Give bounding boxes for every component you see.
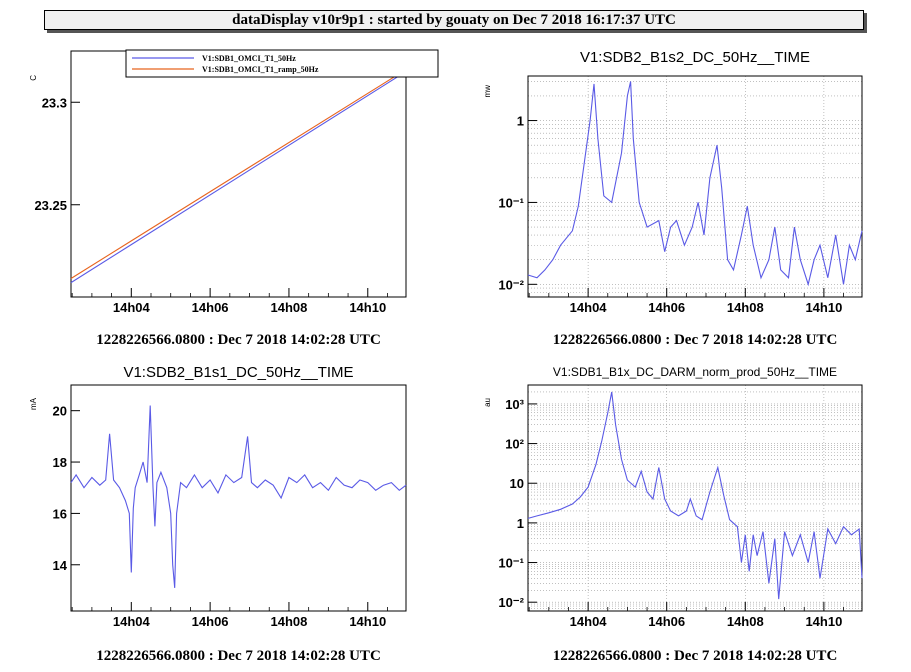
x-tick-label: 14h08: [727, 300, 764, 315]
plot-title: V1:SDB2_B1s1_DC_50Hz__TIME: [123, 364, 353, 381]
plot-title: V1:SDB1_B1x_DC_DARM_norm_prod_50Hz__TIME: [553, 365, 837, 379]
series-line: [527, 81, 863, 287]
x-tick-label: 14h06: [192, 614, 229, 629]
y-tick-label: 10³: [505, 397, 524, 412]
x-tick-label: 14h10: [805, 300, 842, 315]
y-tick-label: 23.25: [34, 198, 67, 213]
y-axis-label: mw: [483, 85, 492, 98]
window-title-bar: dataDisplay v10r9p1 : started by gouaty …: [44, 10, 864, 30]
y-tick-label: 10⁻²: [498, 277, 524, 292]
x-tick-label: 14h10: [805, 614, 842, 629]
x-tick-label: 14h06: [648, 614, 685, 629]
series-line: [70, 69, 407, 279]
x-tick-label: 14h04: [113, 300, 151, 315]
series-line: [70, 405, 407, 588]
plot-frame: [527, 384, 863, 612]
y-tick-label: 10²: [505, 437, 524, 452]
plot-frame: [527, 75, 863, 298]
y-tick-label: 23.3: [42, 95, 67, 110]
plot-caption: 1228226566.0800 : Dec 7 2018 14:02:28 UT…: [96, 648, 381, 664]
legend-box: [125, 49, 439, 78]
x-tick-label: 14h08: [271, 300, 308, 315]
x-tick-label: 14h10: [349, 300, 386, 315]
x-tick-label: 14h10: [349, 614, 386, 629]
y-axis-label: au: [483, 398, 492, 407]
plot-frame: [70, 384, 407, 612]
plot-caption: 1228226566.0800 : Dec 7 2018 14:02:28 UT…: [553, 332, 838, 348]
x-tick-label: 14h08: [271, 614, 308, 629]
y-tick-label: 10⁻²: [498, 595, 524, 610]
y-tick-label: 1: [517, 114, 524, 129]
legend-entry: V1:SDB1_OMCI_T1_ramp_50Hz: [202, 65, 319, 74]
plot-title: V1:SDB2_B1s2_DC_50Hz__TIME: [580, 49, 810, 66]
x-tick-label: 14h06: [648, 300, 685, 315]
x-tick-label: 14h04: [113, 614, 151, 629]
y-tick-label: 20: [53, 404, 67, 419]
window-title: dataDisplay v10r9p1 : started by gouaty …: [232, 12, 676, 28]
x-tick-label: 14h04: [570, 614, 608, 629]
x-tick-label: 14h04: [570, 300, 608, 315]
y-tick-label: 14: [53, 558, 68, 573]
y-axis-label: mA: [29, 397, 38, 410]
y-tick-label: 10⁻¹: [498, 556, 524, 571]
y-tick-label: 10: [510, 476, 524, 491]
x-tick-label: 14h08: [727, 614, 764, 629]
series-line: [70, 71, 407, 284]
y-tick-label: 10⁻¹: [498, 195, 524, 210]
y-tick-label: 1: [517, 516, 524, 531]
plot-caption: 1228226566.0800 : Dec 7 2018 14:02:28 UT…: [553, 648, 838, 664]
x-tick-label: 14h06: [192, 300, 229, 315]
y-axis-label: C: [29, 75, 38, 81]
y-tick-label: 16: [53, 506, 67, 521]
y-tick-label: 18: [53, 455, 67, 470]
plot-caption: 1228226566.0800 : Dec 7 2018 14:02:28 UT…: [96, 332, 381, 348]
series-line: [527, 391, 863, 600]
legend-entry: V1:SDB1_OMCI_T1_50Hz: [202, 54, 296, 63]
